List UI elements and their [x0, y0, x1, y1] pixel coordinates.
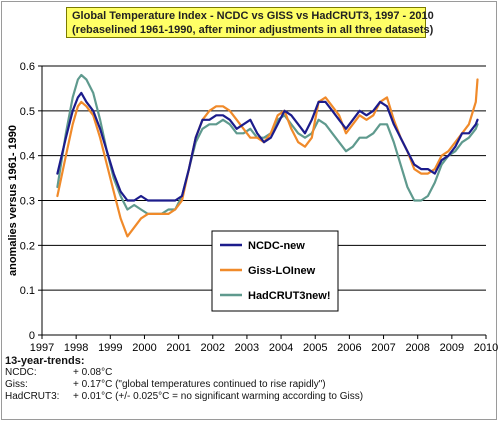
- x-tick-label: 2007: [371, 342, 395, 354]
- x-tick-label: 1999: [98, 342, 122, 354]
- trend-name: Giss:: [5, 379, 28, 390]
- x-tick-label: 2008: [405, 342, 429, 354]
- trend-row-ncdc: NCDC: + 0.08°C: [5, 367, 493, 379]
- legend-label: NCDC-new: [248, 240, 305, 252]
- chart-title: Global Temperature Index - NCDC vs GISS …: [72, 10, 434, 22]
- y-tick-label: 0.2: [20, 240, 35, 252]
- y-tick-label: 0: [29, 330, 35, 342]
- trends-block: 13-year-trends: NCDC: + 0.08°C Giss: + 0…: [5, 355, 493, 403]
- legend-label: HadCRUT3new!: [248, 290, 331, 302]
- x-tick-label: 1998: [64, 342, 88, 354]
- x-tick-label: 2005: [303, 342, 327, 354]
- chart-subtitle: (rebaselined 1961-1990, after minor adju…: [72, 24, 434, 36]
- trend-value: + 0.08°C: [73, 367, 113, 378]
- x-tick-label: 2010: [474, 342, 498, 354]
- y-tick-label: 0.6: [20, 61, 35, 73]
- trend-row-hadcrut: HadCRUT3: + 0.01°C (+/- 0.025°C = no sig…: [5, 391, 493, 403]
- x-tick-label: 2003: [235, 342, 259, 354]
- y-tick-label: 0.4: [20, 151, 35, 163]
- y-axis-label: anomalies versus 1961- 1990: [7, 125, 19, 276]
- trends-heading: 13-year-trends:: [5, 355, 85, 367]
- series-line-ncdc: [56, 91, 479, 202]
- x-tick-label: 1997: [30, 342, 54, 354]
- x-tick-label: 2006: [337, 342, 361, 354]
- trend-value: + 0.17°C ("global temperatures continued…: [73, 379, 326, 390]
- x-tick-label: 2002: [201, 342, 225, 354]
- y-tick-label: 0.5: [20, 106, 35, 118]
- x-tick-label: 2000: [132, 342, 156, 354]
- x-tick-label: 2009: [440, 342, 464, 354]
- legend-label: Giss-LOInew: [248, 265, 316, 277]
- trend-name: NCDC:: [5, 367, 37, 378]
- series-line-hadcrut: [56, 73, 479, 215]
- y-tick-label: 0.1: [20, 285, 35, 297]
- x-tick-label: 2004: [269, 342, 293, 354]
- y-tick-label: 0.3: [20, 196, 35, 208]
- trend-row-giss: Giss: + 0.17°C ("global temperatures con…: [5, 379, 493, 391]
- x-tick-label: 2001: [166, 342, 190, 354]
- trend-value: + 0.01°C (+/- 0.025°C = no significant w…: [73, 391, 364, 402]
- chart-title-box: Global Temperature Index - NCDC vs GISS …: [66, 7, 434, 38]
- trend-name: HadCRUT3:: [5, 391, 60, 402]
